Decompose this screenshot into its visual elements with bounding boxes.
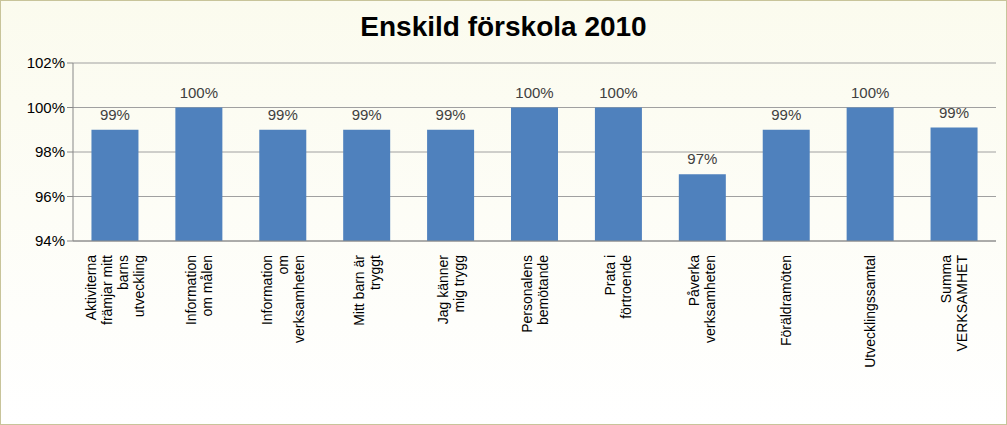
svg-text:främjar mitt: främjar mitt	[99, 255, 115, 325]
svg-text:Information: Information	[259, 255, 275, 325]
svg-text:Information: Information	[183, 255, 199, 325]
svg-text:utveckling: utveckling	[131, 255, 147, 317]
svg-text:99%: 99%	[268, 106, 298, 123]
svg-text:Summa: Summa	[938, 255, 954, 303]
svg-text:97%: 97%	[687, 150, 717, 167]
svg-text:om målen: om målen	[199, 255, 215, 316]
svg-text:verksamheten: verksamheten	[291, 255, 307, 343]
svg-text:100%: 100%	[515, 84, 553, 101]
svg-text:Föräldramöten: Föräldramöten	[778, 255, 794, 346]
svg-text:100%: 100%	[599, 84, 637, 101]
svg-text:98%: 98%	[35, 143, 65, 160]
svg-text:mig trygg: mig trygg	[451, 255, 467, 313]
svg-text:99%: 99%	[436, 106, 466, 123]
svg-text:förtroende: förtroende	[618, 255, 634, 319]
svg-text:tryggt: tryggt	[367, 255, 383, 290]
svg-text:100%: 100%	[27, 99, 65, 116]
svg-text:99%: 99%	[100, 106, 130, 123]
svg-text:Utvecklingssamtal: Utvecklingssamtal	[862, 255, 878, 368]
svg-text:Påverka: Påverka	[686, 255, 702, 307]
svg-text:Jag känner: Jag känner	[435, 255, 451, 325]
svg-text:100%: 100%	[180, 84, 218, 101]
svg-text:verksamheten: verksamheten	[702, 255, 718, 343]
svg-text:96%: 96%	[35, 188, 65, 205]
svg-text:94%: 94%	[35, 232, 65, 249]
svg-text:om: om	[275, 255, 291, 274]
svg-text:bemötande: bemötande	[535, 255, 551, 325]
html-text:Enskild förskola 2010: Enskild förskola 2010	[360, 11, 647, 42]
svg-text:99%: 99%	[939, 104, 969, 121]
svg-text:Aktiviterna: Aktiviterna	[83, 255, 99, 321]
svg-text:Personalens: Personalens	[519, 255, 535, 333]
svg-text:100%: 100%	[851, 84, 889, 101]
svg-text:99%: 99%	[352, 106, 382, 123]
svg-text:Prata i: Prata i	[602, 255, 618, 295]
svg-text:Mitt barn är: Mitt barn är	[351, 255, 367, 326]
svg-text:barns: barns	[115, 255, 131, 290]
svg-text:VERKSAMHET: VERKSAMHET	[954, 255, 970, 352]
svg-text:99%: 99%	[771, 106, 801, 123]
svg-text:102%: 102%	[27, 54, 65, 71]
